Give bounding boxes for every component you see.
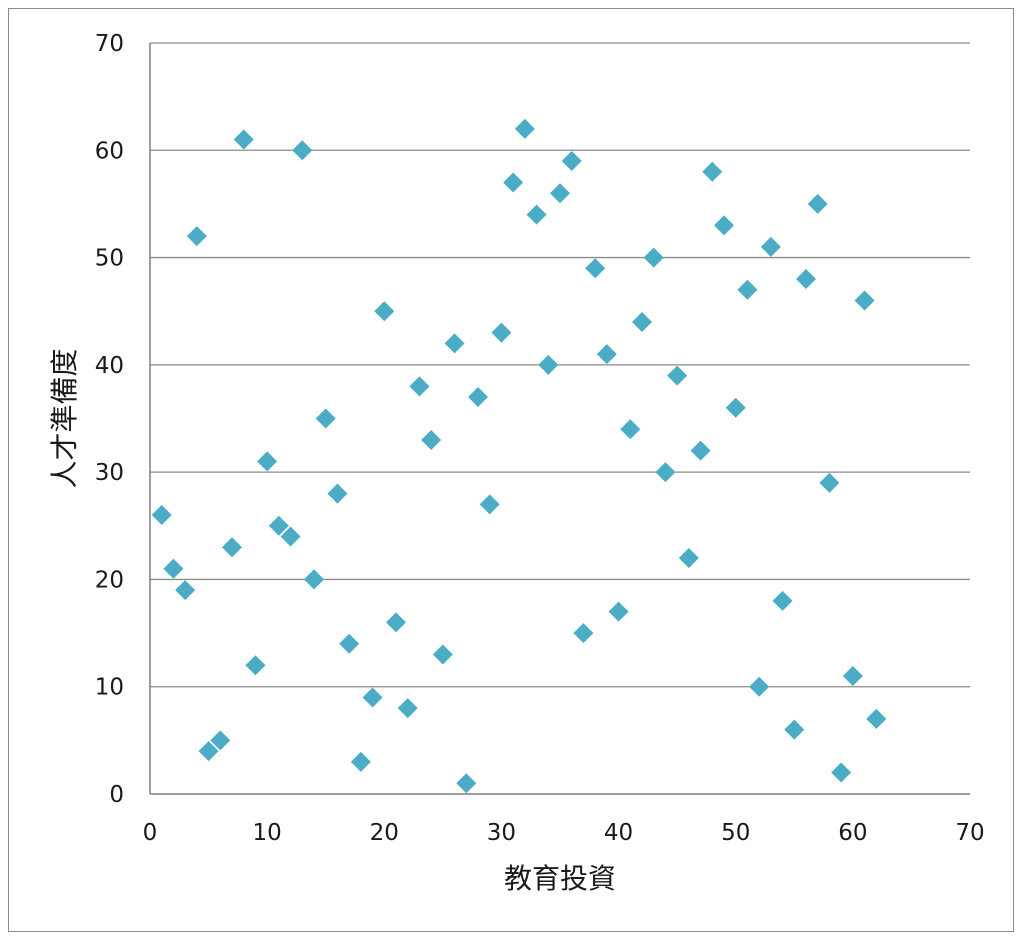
data-point: [292, 140, 313, 161]
data-point: [608, 601, 629, 622]
x-tick-label: 10: [253, 820, 282, 846]
data-points: [151, 118, 887, 794]
data-point: [491, 322, 512, 343]
data-point: [245, 655, 266, 676]
data-point: [268, 515, 289, 536]
data-point: [643, 247, 664, 268]
x-tick-label: 70: [955, 820, 984, 846]
data-point: [280, 526, 301, 547]
data-point: [725, 397, 746, 418]
data-point: [538, 354, 559, 375]
data-point: [432, 644, 453, 665]
y-tick-label: 20: [95, 567, 124, 593]
data-point: [831, 762, 852, 783]
data-point: [386, 612, 406, 633]
y-tick-label: 10: [95, 675, 124, 701]
data-point: [304, 569, 324, 590]
data-point: [667, 365, 688, 386]
data-point: [163, 558, 184, 579]
x-tick-label: 0: [143, 820, 158, 846]
data-point: [456, 773, 477, 794]
x-tick-labels: 0 10 20 30 40 50 60 70: [143, 820, 985, 846]
data-point: [796, 269, 816, 290]
data-point: [655, 462, 676, 483]
data-point: [620, 419, 641, 440]
x-tick-label: 30: [487, 820, 516, 846]
gridlines: [150, 42, 970, 688]
data-point: [315, 408, 336, 429]
data-point: [854, 290, 875, 311]
data-point: [210, 730, 231, 751]
data-point: [151, 505, 172, 526]
y-tick-label: 40: [95, 353, 124, 379]
data-point: [257, 451, 278, 472]
x-tick-label: 40: [604, 820, 633, 846]
data-point: [585, 258, 606, 279]
data-point: [702, 161, 723, 182]
data-point: [514, 118, 535, 139]
x-tick-label: 20: [370, 820, 399, 846]
data-point: [421, 429, 442, 450]
chart-area: [8, 8, 1014, 932]
data-point: [596, 344, 617, 365]
y-tick-labels: 0 10 20 30 40 50 60 70: [95, 31, 124, 808]
data-point: [233, 129, 254, 150]
data-point: [526, 204, 547, 225]
data-point: [186, 226, 207, 247]
data-point: [479, 494, 500, 515]
y-tick-label: 60: [95, 138, 124, 164]
data-point: [350, 751, 371, 772]
data-point: [678, 547, 699, 568]
data-point: [784, 719, 805, 740]
data-point: [362, 687, 383, 708]
y-tick-label: 30: [95, 460, 124, 486]
data-point: [468, 387, 488, 408]
data-point: [807, 193, 828, 214]
data-point: [409, 376, 430, 397]
data-point: [175, 580, 196, 601]
data-point: [503, 172, 524, 193]
x-tick-label: 60: [838, 820, 867, 846]
axes: [149, 43, 970, 795]
y-tick-label: 70: [95, 31, 124, 57]
data-point: [842, 665, 863, 686]
data-point: [327, 483, 348, 504]
data-point: [573, 623, 594, 644]
x-tick-label: 50: [721, 820, 750, 846]
data-point: [819, 472, 840, 493]
data-point: [632, 311, 652, 332]
data-point: [397, 698, 418, 719]
data-point: [760, 236, 781, 257]
data-point: [339, 633, 360, 654]
data-point: [374, 301, 395, 322]
data-point: [866, 708, 887, 729]
data-point: [222, 537, 242, 558]
data-point: [561, 151, 582, 172]
y-tick-label: 0: [109, 782, 124, 808]
data-point: [198, 741, 219, 762]
data-point: [772, 590, 793, 611]
data-point: [714, 215, 734, 236]
x-axis-title: 教育投資: [504, 862, 616, 895]
data-point: [550, 183, 570, 204]
data-point: [690, 440, 711, 461]
y-tick-label: 50: [95, 246, 124, 272]
data-point: [749, 676, 770, 697]
data-point: [444, 333, 465, 354]
data-point: [737, 279, 758, 300]
y-axis-title: 人才準備度: [48, 348, 81, 488]
